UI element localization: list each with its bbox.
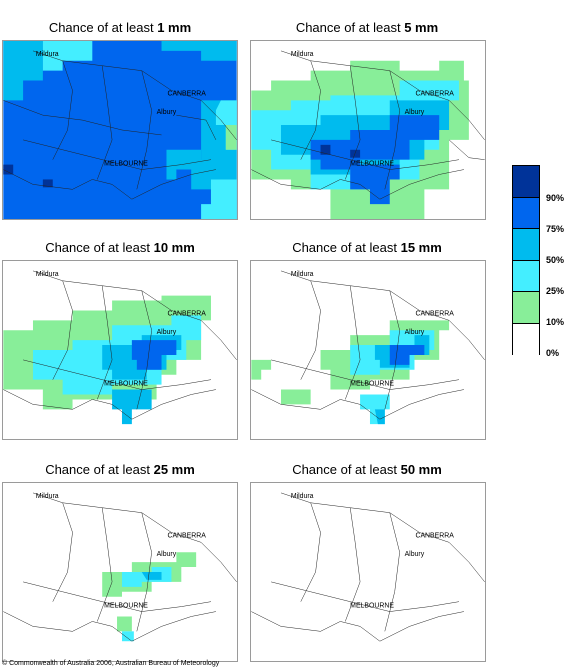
city-albury: Albury (405, 109, 425, 116)
city-mildura: Mildura (36, 493, 59, 500)
panel-title-15mm: Chance of at least 15 mm (247, 240, 487, 255)
city-canberra: CANBERRA (167, 532, 206, 539)
city-melbourne: MELBOURNE (104, 603, 148, 610)
map-svg: Mildura CANBERRA Albury MELBOURNE (251, 50, 485, 219)
title-amount: 1 mm (157, 20, 192, 35)
legend-colorbar (512, 165, 540, 355)
panel-title-1mm: Chance of at least 1 mm (0, 20, 240, 35)
state-borders (3, 50, 237, 200)
legend-label-90: 90% (546, 193, 565, 203)
map-svg: Mildura CANBERRA Albury MELBOURNE (251, 270, 485, 425)
city-melbourne: MELBOURNE (350, 161, 394, 168)
legend-swatch-50 (513, 229, 539, 261)
panel-title-10mm: Chance of at least 10 mm (0, 240, 240, 255)
panel-title-50mm: Chance of at least 50 mm (247, 462, 487, 477)
state-borders (251, 492, 485, 642)
title-prefix: Chance of at least (45, 240, 154, 255)
title-amount: 25 mm (153, 462, 195, 477)
state-borders (3, 270, 237, 420)
legend-label-50: 50% (546, 255, 565, 265)
state-borders (3, 492, 237, 642)
city-canberra: CANBERRA (167, 310, 206, 317)
city-melbourne: MELBOURNE (350, 381, 394, 388)
city-canberra: CANBERRA (167, 90, 206, 97)
title-amount: 10 mm (153, 240, 195, 255)
legend-swatch-10 (513, 292, 539, 324)
panel-title-25mm: Chance of at least 25 mm (0, 462, 240, 477)
title-prefix: Chance of at least (292, 240, 401, 255)
rain-fill (251, 320, 450, 425)
city-albury: Albury (157, 109, 177, 116)
city-albury: Albury (405, 551, 425, 558)
city-mildura: Mildura (36, 51, 59, 58)
title-prefix: Chance of at least (48, 20, 158, 35)
state-borders (251, 50, 485, 200)
map-1mm: Mildura CANBERRA Albury MELBOURNE (2, 40, 238, 220)
city-melbourne: MELBOURNE (104, 381, 148, 388)
map-15mm: Mildura CANBERRA Albury MELBOURNE (250, 260, 486, 440)
map-5mm: Mildura CANBERRA Albury MELBOURNE (250, 40, 486, 220)
map-svg: Mildura CANBERRA Albury MELBOURNE (251, 492, 485, 642)
legend-label-10: 10% (546, 317, 565, 327)
city-melbourne: MELBOURNE (350, 603, 394, 610)
city-canberra: CANBERRA (415, 532, 454, 539)
legend-label-0: 0% (546, 348, 560, 358)
map-25mm: Mildura CANBERRA Albury MELBOURNE (2, 482, 238, 662)
panel-title-5mm: Chance of at least 5 mm (247, 20, 487, 35)
rain-fill (3, 41, 237, 219)
title-amount: 15 mm (400, 240, 442, 255)
legend-swatch-75 (513, 197, 539, 229)
city-albury: Albury (405, 329, 425, 336)
map-svg: Mildura CANBERRA Albury MELBOURNE (3, 270, 237, 425)
rain-fill (251, 60, 469, 219)
city-mildura: Mildura (291, 51, 314, 58)
rain-fill (102, 552, 197, 642)
city-albury: Albury (157, 329, 177, 336)
title-amount: 5 mm (404, 20, 439, 35)
city-mildura: Mildura (291, 493, 314, 500)
city-mildura: Mildura (36, 271, 59, 278)
state-borders (251, 270, 485, 420)
legend-swatch-90 (513, 166, 539, 198)
map-svg: Mildura CANBERRA Albury MELBOURNE (3, 41, 237, 219)
legend-label-25: 25% (546, 286, 565, 296)
legend-swatch-0 (513, 323, 539, 355)
legend-label-75: 75% (546, 224, 565, 234)
city-albury: Albury (157, 551, 177, 558)
city-canberra: CANBERRA (415, 310, 454, 317)
title-prefix: Chance of at least (292, 462, 401, 477)
copyright-notice: © Commonwealth of Australia 2006, Austra… (2, 660, 220, 667)
city-mildura: Mildura (291, 271, 314, 278)
title-prefix: Chance of at least (45, 462, 154, 477)
title-prefix: Chance of at least (295, 20, 405, 35)
legend-swatch-25 (513, 260, 539, 292)
city-canberra: CANBERRA (415, 90, 454, 97)
title-amount: 50 mm (400, 462, 442, 477)
map-50mm: Mildura CANBERRA Albury MELBOURNE (250, 482, 486, 662)
map-svg: Mildura CANBERRA Albury MELBOURNE (3, 492, 237, 642)
map-10mm: Mildura CANBERRA Albury MELBOURNE (2, 260, 238, 440)
rain-fill (3, 295, 211, 425)
city-melbourne: MELBOURNE (104, 161, 148, 168)
